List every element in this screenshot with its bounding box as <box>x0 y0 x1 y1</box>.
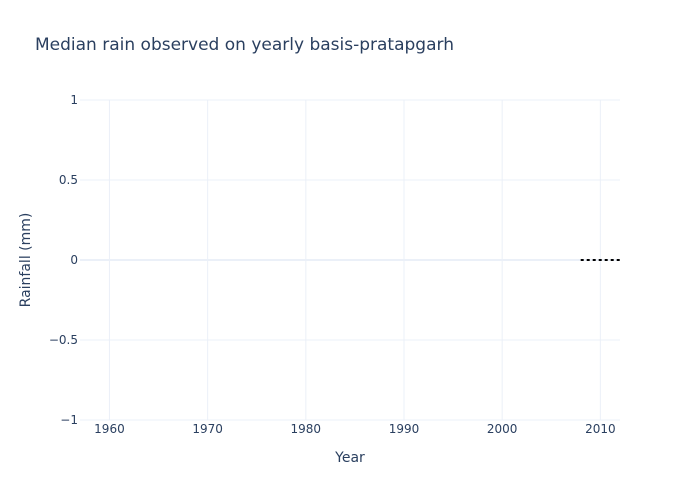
chart-title: Median rain observed on yearly basis-pra… <box>35 35 454 55</box>
x-tick-label: 1980 <box>291 422 322 436</box>
x-tick-label: 1960 <box>94 422 125 436</box>
x-tick-label: 1990 <box>389 422 420 436</box>
tick-layer: 1960 1970 1980 1990 2000 2010 1 0.5 0 −0.5 −1 <box>49 93 616 436</box>
y-tick-label: −0.5 <box>49 333 78 347</box>
y-tick-label: 0.5 <box>59 173 78 187</box>
y-tick-label: 0 <box>70 253 78 267</box>
y-tick-label: 1 <box>70 93 78 107</box>
x-tick-label: 2000 <box>487 422 518 436</box>
x-tick-label: 1970 <box>192 422 223 436</box>
y-tick-label: −1 <box>60 413 78 427</box>
grid-layer <box>80 99 620 421</box>
x-tick-label: 2010 <box>585 422 616 436</box>
x-axis-title: Year <box>334 450 365 466</box>
y-axis-title: Rainfall (mm) <box>18 213 34 308</box>
